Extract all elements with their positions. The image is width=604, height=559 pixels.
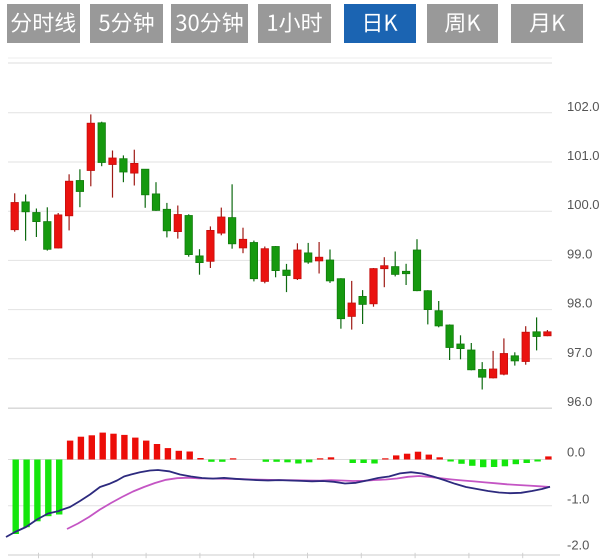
svg-text:102.0: 102.0 — [567, 99, 600, 114]
svg-text:101.0: 101.0 — [567, 148, 600, 163]
svg-text:99.0: 99.0 — [567, 246, 592, 261]
svg-text:-1.0: -1.0 — [567, 492, 589, 507]
svg-text:96.0: 96.0 — [567, 394, 592, 409]
svg-text:100.0: 100.0 — [567, 197, 600, 212]
svg-text:0.0: 0.0 — [567, 444, 585, 459]
svg-text:-2.0: -2.0 — [567, 538, 589, 553]
svg-text:97.0: 97.0 — [567, 345, 592, 360]
svg-text:98.0: 98.0 — [567, 296, 592, 311]
